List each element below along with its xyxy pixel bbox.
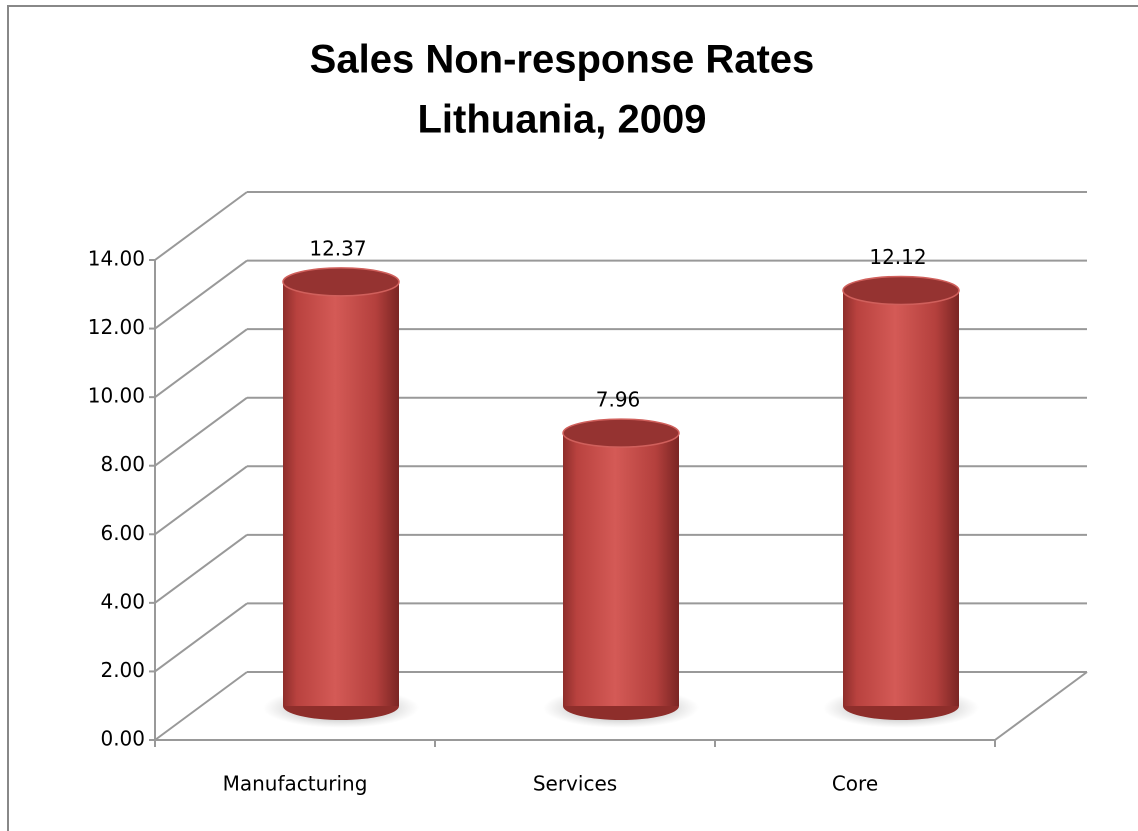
grid-line	[154, 191, 248, 261]
y-tick-label: 0.00	[100, 727, 145, 751]
bar	[842, 275, 960, 720]
y-tick-label: 4.00	[100, 589, 145, 613]
grid-line	[154, 602, 248, 673]
data-label: 12.12	[869, 245, 926, 269]
bar	[562, 418, 680, 720]
x-tick-label: Services	[533, 772, 617, 796]
grid-line	[154, 671, 248, 741]
grid-line	[154, 259, 248, 330]
chart-title: Sales Non-response Rates	[310, 38, 815, 82]
y-tick-label: 8.00	[100, 452, 145, 476]
grid-line	[154, 328, 248, 398]
x-tick-label: Core	[832, 772, 878, 796]
bar	[282, 267, 400, 720]
y-tick-label: 6.00	[100, 521, 145, 545]
chart-border	[7, 5, 1138, 831]
floor-edge	[994, 671, 1088, 741]
data-label: 7.96	[596, 388, 641, 412]
data-label: 12.37	[309, 236, 366, 260]
grid-line	[154, 465, 248, 536]
grid-line	[154, 534, 248, 604]
x-tick-label: Manufacturing	[223, 772, 368, 796]
grid-line	[154, 396, 248, 467]
y-tick-label: 10.00	[88, 384, 145, 408]
y-tick-label: 12.00	[88, 315, 145, 339]
y-tick-label: 14.00	[88, 247, 145, 271]
chart-title: Lithuania, 2009	[418, 98, 707, 142]
y-tick-label: 2.00	[100, 658, 145, 682]
